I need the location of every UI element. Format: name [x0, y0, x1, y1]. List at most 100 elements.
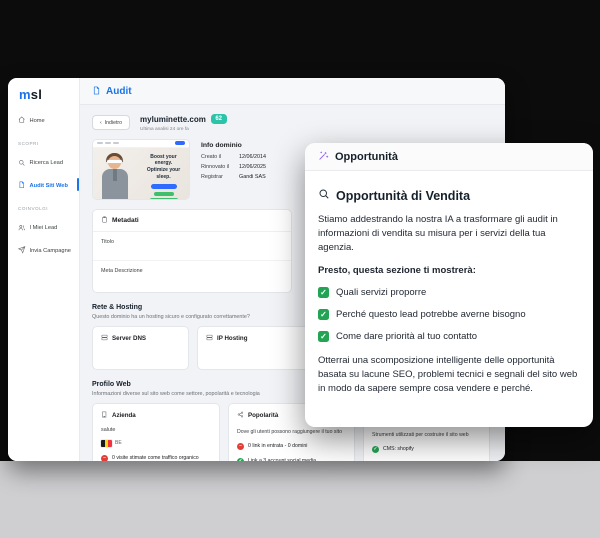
company-card: Azienda salute BE – 0 visite stimate com… — [92, 402, 220, 461]
server-icon — [206, 334, 213, 343]
ip-hosting-title: IP Hosting — [217, 334, 248, 342]
metadata-row-meta-descrizione: Meta Descrizione — [101, 267, 143, 274]
sales-opportunity-title: Opportunità di Vendita — [336, 188, 471, 203]
server-icon — [101, 334, 108, 343]
last-analysis-text: Ultima analisi 24 ore fa — [140, 126, 189, 132]
opportunita-bullet-text: Perché questo lead potrebbe averne bisog… — [336, 308, 526, 320]
page-header: Audit — [80, 78, 505, 105]
metadata-card: Metadati Titolo Meta Descrizione — [92, 208, 292, 293]
green-check-icon: ✓ — [318, 308, 329, 320]
sidebar-section-scopri: SCOPRI — [18, 140, 39, 146]
site-preview-navbar — [93, 139, 189, 148]
site-preview-rating-pill — [153, 191, 174, 196]
opportunita-modal-body: Opportunità di Vendita Stiamo addestrand… — [305, 171, 593, 396]
back-chevron-icon: ‹ — [100, 119, 102, 126]
opportunita-modal: Opportunità Opportunità di Vendita Stiam… — [305, 143, 593, 427]
opportunita-bullet-text: Quali servizi proporre — [336, 286, 427, 298]
document-icon — [18, 181, 26, 191]
opportunita-bullet: ✓ Perché questo lead potrebbe averne bis… — [318, 308, 580, 320]
country-code: BE — [115, 440, 122, 446]
cms-stat: CMS: shopify — [383, 446, 414, 452]
popularity-subtitle: Dove gli utenti possono raggiungere il t… — [237, 428, 342, 435]
server-dns-title: Server DNS — [112, 334, 147, 342]
metadata-row-titolo: Titolo — [93, 232, 291, 261]
backlinks-stat: 0 link in entrata - 0 domini — [248, 443, 308, 449]
sidebar-item-label: Audit Siti Web — [29, 182, 68, 189]
opportunita-lead-in-text: Presto, questa sezione ti mostrerà: — [318, 264, 476, 276]
site-preview-headline1: Boost your energy. — [150, 153, 177, 167]
sidebar-item-label: I Miei Lead — [29, 225, 58, 232]
back-button[interactable]: ‹ Indietro — [92, 115, 131, 130]
sidebar-section-coinvolgi: COINVOLGI — [18, 205, 49, 211]
brand-logo: msl — [19, 87, 71, 102]
positive-stat-icon: ✓ — [372, 460, 379, 461]
magnifier-icon — [318, 188, 330, 203]
opportunita-modal-title: Opportunità — [335, 150, 398, 163]
floor-background — [0, 461, 600, 538]
green-check-icon: ✓ — [318, 330, 329, 342]
popularity-card-title: Popolarità — [248, 411, 279, 419]
green-check-icon: ✓ — [318, 286, 329, 298]
back-button-label: Indietro — [104, 119, 123, 126]
sidebar: msl Home SCOPRI Ricerca Lead Audit Siti … — [8, 78, 80, 461]
sidebar-item-audit-siti-web[interactable]: Audit Siti Web — [18, 178, 79, 191]
share-icon — [237, 411, 244, 420]
belgium-flag-icon — [101, 439, 112, 447]
audit-toolbar: ‹ Indietro myluminette.com 62 Ultima ana… — [80, 105, 505, 134]
metadata-title: Metadati — [112, 216, 139, 224]
domain-info-value: Gandi SAS — [239, 173, 266, 180]
web-profile-section-subtitle: Informazioni diverse sul sito web come s… — [92, 390, 260, 397]
server-dns-card: Server DNS — [92, 325, 189, 370]
site-preview-photo — [93, 148, 139, 199]
domain-block: myluminette.com 62 Ultima analisi 24 ore… — [140, 114, 227, 132]
brand-logo-sl: sl — [30, 87, 43, 102]
sidebar-item-label: Invia Campagne — [29, 247, 71, 254]
domain-name: myluminette.com — [140, 114, 206, 124]
positive-stat-icon: ✓ — [237, 457, 244, 461]
page-title: Audit — [106, 85, 132, 97]
domain-info-title: Info dominio — [201, 141, 242, 149]
sidebar-item-miei-lead[interactable]: I Miei Lead — [18, 224, 71, 234]
opportunita-bullet: ✓ Quali servizi proporre — [318, 286, 580, 298]
opportunita-intro-text: Stiamo addestrando la nostra IA a trasfo… — [318, 214, 558, 253]
domain-info-row: Rinnovato il 12/06/2025 — [201, 164, 266, 170]
sidebar-item-label: Home — [29, 117, 45, 124]
site-preview-top-button — [175, 141, 185, 145]
company-sector: salute — [101, 426, 116, 433]
network-section-subtitle: Questo dominio ha un hosting sicuro e co… — [92, 313, 250, 320]
technology-subtitle: Strumenti utilizzati per costruire il si… — [372, 431, 469, 438]
sidebar-item-home[interactable]: Home — [18, 116, 71, 126]
clipboard-icon — [101, 215, 108, 225]
sidebar-item-label: Ricerca Lead — [29, 160, 64, 167]
site-preview-thumbnail: Boost your energy. Optimize your sleep. — [92, 138, 190, 200]
domain-info-value: 12/06/2025 — [239, 163, 266, 170]
opportunita-outro-text: Otterrai una scomposizione intelligente … — [318, 354, 578, 394]
site-preview-rating-box — [149, 197, 178, 199]
brand-logo-m: m — [19, 87, 31, 102]
audit-document-icon — [92, 82, 101, 100]
domain-overview-row: Boost your energy. Optimize your sleep. … — [80, 134, 505, 200]
domain-info-row: Creato il 12/06/2014 — [201, 154, 266, 160]
send-icon — [17, 246, 26, 256]
social-accounts-stat: Link a 3 account social media — [248, 458, 317, 461]
negative-stat-icon: – — [237, 442, 244, 450]
users-icon — [18, 224, 26, 234]
site-preview-headline2: Optimize your sleep. — [146, 167, 181, 180]
opportunita-bullet: ✓ Come dare priorità al tuo contatto — [318, 330, 580, 342]
domain-info-panel: Info dominio Creato il 12/06/2014 Rinnov… — [201, 139, 266, 200]
negative-stat-icon: – — [101, 454, 108, 461]
company-card-title: Azienda — [112, 411, 136, 419]
positive-stat-icon: ✓ — [372, 445, 379, 453]
sidebar-item-ricerca-lead[interactable]: Ricerca Lead — [18, 159, 71, 169]
home-icon — [18, 116, 26, 126]
domain-info-label: Rinnovato il — [201, 163, 230, 170]
domain-info-value: 12/06/2014 — [239, 153, 266, 160]
site-preview-cta-button — [150, 183, 177, 189]
sidebar-item-invia-campagne[interactable]: Invia Campagne — [17, 246, 71, 256]
magic-wand-icon — [318, 148, 329, 166]
score-badge: 62 — [210, 114, 227, 124]
luminette-visor — [107, 159, 122, 163]
search-icon — [18, 159, 26, 169]
domain-info-label: Registrar — [201, 173, 223, 180]
